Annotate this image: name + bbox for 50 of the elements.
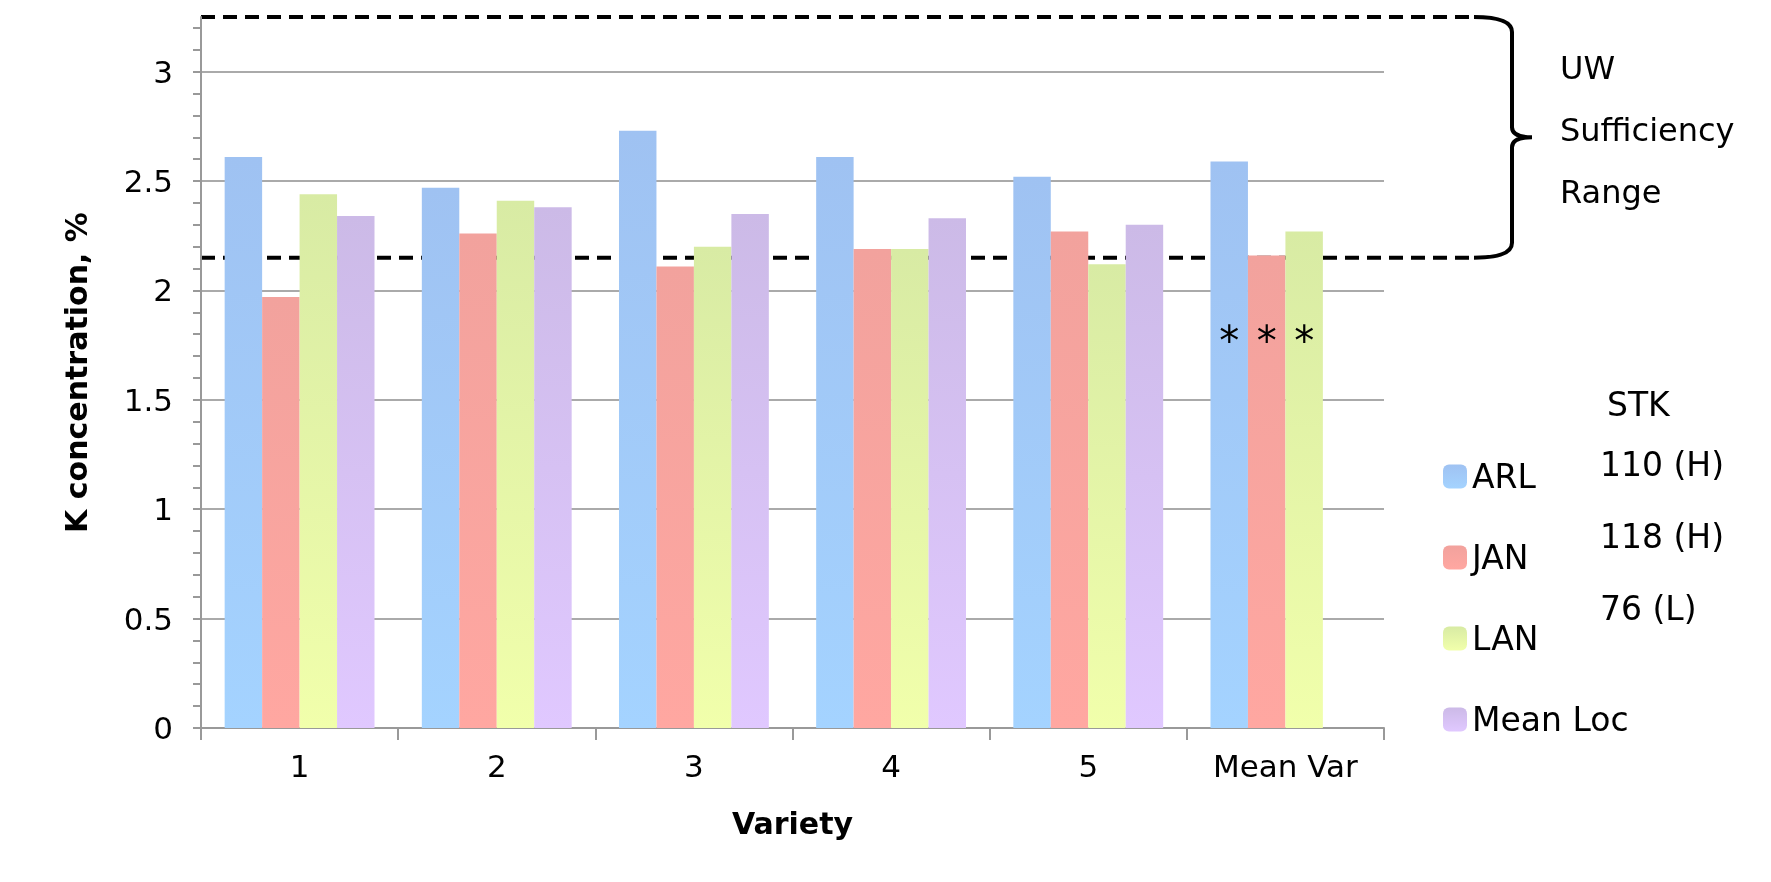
- bar: [1210, 161, 1248, 728]
- legend-title: STK: [1607, 385, 1670, 424]
- bar: [496, 200, 535, 728]
- bar: [1125, 224, 1164, 728]
- annotation: *: [1219, 317, 1240, 364]
- bar: [853, 248, 892, 728]
- text: 76 (L): [1600, 589, 1697, 628]
- bar: [1285, 231, 1323, 728]
- x-tick-label: Mean Var: [1212, 747, 1359, 784]
- text: 118 (H): [1600, 517, 1725, 556]
- bar: [693, 246, 732, 728]
- bar: [656, 266, 694, 728]
- bar: [891, 248, 929, 728]
- y-tick-label: 0: [153, 710, 173, 746]
- x-axis-title: Variety: [731, 805, 854, 841]
- bar: [1013, 176, 1051, 728]
- bar: [1050, 231, 1089, 728]
- bar: [421, 187, 460, 728]
- y-tick-label: 3: [153, 53, 173, 90]
- legend-label: Mean Loc: [1472, 700, 1629, 739]
- bar: [1247, 255, 1286, 728]
- y-tick-label: 2.5: [123, 163, 173, 200]
- bar: [224, 157, 263, 728]
- x-tick-label: 1: [289, 747, 310, 784]
- x-tick-label: 4: [881, 747, 901, 784]
- y-axis-title: K concentration, %: [58, 212, 94, 533]
- x-tick-label: 3: [684, 747, 704, 784]
- text: UW Sufficiency Range: [1560, 48, 1736, 214]
- text: 110 (H): [1600, 445, 1725, 484]
- annotation: *: [1294, 317, 1315, 364]
- y-tick-label: 0.5: [123, 600, 173, 637]
- legend-label: ARL: [1472, 457, 1537, 496]
- x-tick-label: 5: [1078, 747, 1099, 784]
- bar: [618, 130, 657, 728]
- legend-label: LAN: [1472, 619, 1539, 658]
- bar: [534, 207, 572, 728]
- bar: [337, 216, 375, 728]
- y-tick-label: 2: [153, 272, 173, 309]
- annotation: *: [1256, 317, 1277, 364]
- bar: [816, 157, 854, 728]
- y-tick-label: 1: [153, 491, 173, 528]
- bar: [459, 233, 497, 728]
- y-tick-label: 1.5: [123, 381, 173, 418]
- bar: [928, 218, 967, 728]
- bar: [262, 297, 300, 728]
- bar: [299, 194, 338, 728]
- bar: [1088, 264, 1126, 728]
- x-tick-label: 2: [486, 747, 507, 784]
- legend-label: JAN: [1470, 538, 1529, 577]
- bar: [731, 213, 769, 728]
